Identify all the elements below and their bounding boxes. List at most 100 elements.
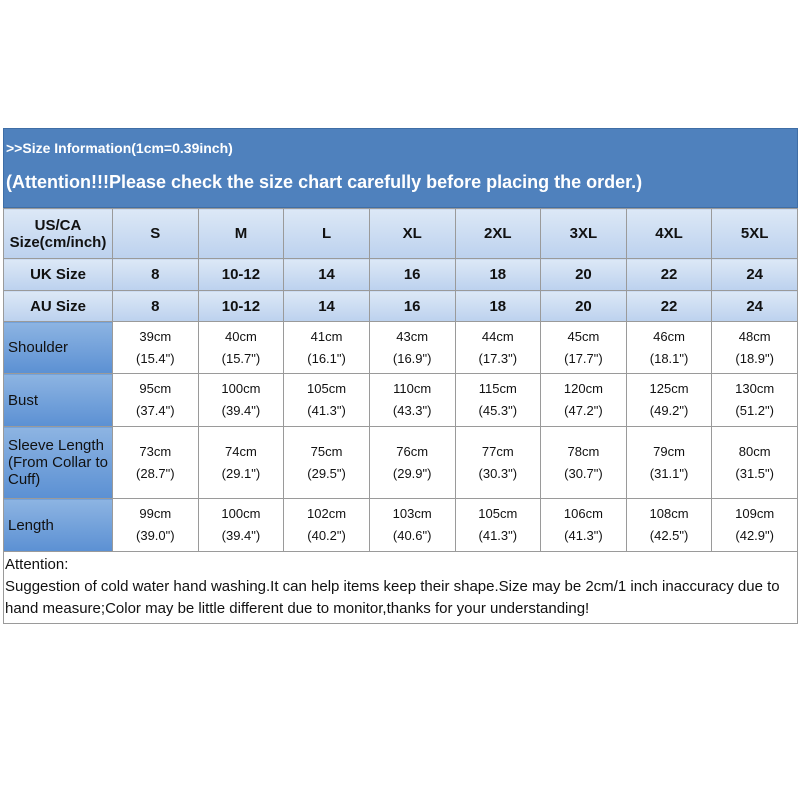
- size-cell: 3XL: [540, 208, 627, 259]
- measure-line: (29.1"): [221, 465, 261, 481]
- measure-cell: 74cm (29.1"): [197, 426, 285, 499]
- measure-line: (31.5"): [735, 465, 774, 481]
- size-cell: 14: [283, 290, 370, 322]
- measure-line: 109cm: [735, 506, 775, 521]
- size-cell: 10-12: [197, 290, 285, 322]
- measure-cell: 41cm (16.1"): [283, 321, 370, 374]
- size-cell: 18: [454, 258, 542, 291]
- size-cell: 22: [625, 258, 713, 291]
- measure-line: 77cm: [481, 443, 514, 459]
- measure-line: (45.3"): [478, 403, 518, 418]
- measure-line: 41cm: [310, 328, 343, 344]
- measure-cell: 95cm (37.4"): [112, 373, 199, 427]
- measure-line: (28.7"): [136, 465, 175, 481]
- measure-line: (29.5"): [307, 465, 346, 481]
- measure-cell: 100cm (39.4"): [197, 373, 285, 427]
- row-label: Sleeve Length (From Collar to Cuff): [3, 426, 113, 499]
- label-line: UK Size: [30, 266, 86, 283]
- size-cell: M: [197, 208, 285, 259]
- header-band: >>Size Information(1cm=0.39inch) (Attent…: [3, 128, 798, 208]
- label-line: (From Collar to Cuff): [8, 454, 109, 488]
- size-cell: L: [283, 208, 370, 259]
- measure-cell: 46cm (18.1"): [625, 321, 713, 374]
- measure-line: (37.4"): [136, 403, 175, 418]
- label-line: AU Size: [30, 297, 86, 315]
- measure-line: 125cm: [649, 381, 689, 396]
- row-label: Bust: [3, 373, 113, 427]
- size-table: US/CA Size(cm/inch) S M L XL 2XL 3XL 4XL 5XL UK Si…: [3, 208, 798, 552]
- measure-line: (43.3"): [392, 403, 432, 418]
- measure-line: (29.9"): [392, 465, 432, 481]
- measure-line: 115cm: [478, 381, 517, 396]
- measure-cell: 73cm (28.7"): [112, 426, 199, 499]
- measure-cell: 130cm (51.2"): [711, 373, 798, 427]
- measure-line: (42.5"): [649, 528, 689, 543]
- measure-line: (31.1"): [649, 465, 689, 481]
- measure-cell: 100cm (39.4"): [197, 498, 285, 552]
- measure-row: Bust 95cm (37.4") 100cm (39.4") 105cm (41.3") 1…: [3, 373, 798, 427]
- measure-cell: 103cm (40.6"): [368, 498, 456, 552]
- measure-cell: 102cm (40.2"): [283, 498, 370, 552]
- size-chart: >>Size Information(1cm=0.39inch) (Attent…: [3, 128, 798, 624]
- measure-line: 100cm: [221, 381, 261, 396]
- head-row: US/CA Size(cm/inch) S M L XL 2XL 3XL 4XL 5XL: [3, 208, 798, 259]
- measure-cell: 40cm (15.7"): [197, 321, 285, 374]
- label-line: US/CA: [34, 216, 82, 234]
- measure-cell: 80cm (31.5"): [711, 426, 798, 499]
- size-cell: S: [112, 208, 199, 259]
- measure-line: (41.3"): [307, 403, 346, 418]
- measure-line: 99cm: [139, 506, 172, 521]
- measure-line: 110cm: [393, 381, 432, 396]
- measure-line: 80cm: [738, 443, 771, 459]
- measure-line: (47.2"): [564, 403, 603, 418]
- size-cell: 4XL: [625, 208, 713, 259]
- measure-cell: 76cm (29.9"): [368, 426, 456, 499]
- label-line: Length: [8, 516, 54, 534]
- measure-cell: 78cm (30.7"): [540, 426, 627, 499]
- measure-line: (18.1"): [649, 350, 689, 366]
- measure-line: 45cm: [567, 328, 600, 344]
- measure-cell: 105cm (41.3"): [454, 498, 542, 552]
- measure-line: (16.1"): [307, 350, 346, 366]
- measure-line: (40.6"): [392, 528, 432, 543]
- size-cell: 5XL: [711, 208, 798, 259]
- size-cell: XL: [368, 208, 456, 259]
- measure-line: (39.0"): [136, 528, 175, 543]
- measure-cell: 115cm (45.3"): [454, 373, 542, 427]
- measure-line: (30.7"): [564, 465, 603, 481]
- measure-line: 108cm: [649, 506, 689, 521]
- measure-line: (41.3"): [478, 528, 518, 543]
- size-cell: 16: [368, 258, 456, 291]
- measure-line: (39.4"): [221, 403, 261, 418]
- note: Attention: Suggestion of cold water hand…: [3, 552, 798, 624]
- size-cell: 18: [454, 290, 542, 322]
- measure-cell: 106cm (41.3"): [540, 498, 627, 552]
- size-cell: 20: [540, 258, 627, 291]
- measure-cell: 48cm (18.9"): [711, 321, 798, 374]
- row-label: Shoulder: [3, 321, 113, 374]
- measure-line: 102cm: [307, 506, 347, 521]
- measure-line: (15.4"): [136, 350, 175, 366]
- measure-line: 39cm: [139, 328, 172, 344]
- measure-line: (15.7"): [221, 350, 261, 366]
- measure-line: (39.4"): [221, 528, 261, 543]
- measure-line: 76cm: [396, 443, 429, 459]
- measure-cell: 110cm (43.3"): [368, 373, 456, 427]
- measure-line: (40.2"): [307, 528, 346, 543]
- measure-line: (51.2"): [735, 403, 774, 418]
- measure-cell: 108cm (42.5"): [625, 498, 713, 552]
- measure-cell: 99cm (39.0"): [112, 498, 199, 552]
- measure-line: (30.3"): [478, 465, 518, 481]
- measure-line: 120cm: [563, 381, 603, 396]
- size-cell: 16: [368, 290, 456, 322]
- measure-line: 106cm: [563, 506, 603, 521]
- measure-cell: 105cm (41.3"): [283, 373, 370, 427]
- size-cell: 22: [625, 290, 713, 322]
- measure-cell: 39cm (15.4"): [112, 321, 199, 374]
- measure-line: 48cm: [738, 328, 771, 344]
- measure-cell: 125cm (49.2"): [625, 373, 713, 427]
- label-line: Sleeve Length: [8, 437, 104, 454]
- measure-line: 95cm: [139, 381, 172, 396]
- measure-line: 105cm: [307, 381, 347, 396]
- size-cell: 2XL: [454, 208, 542, 259]
